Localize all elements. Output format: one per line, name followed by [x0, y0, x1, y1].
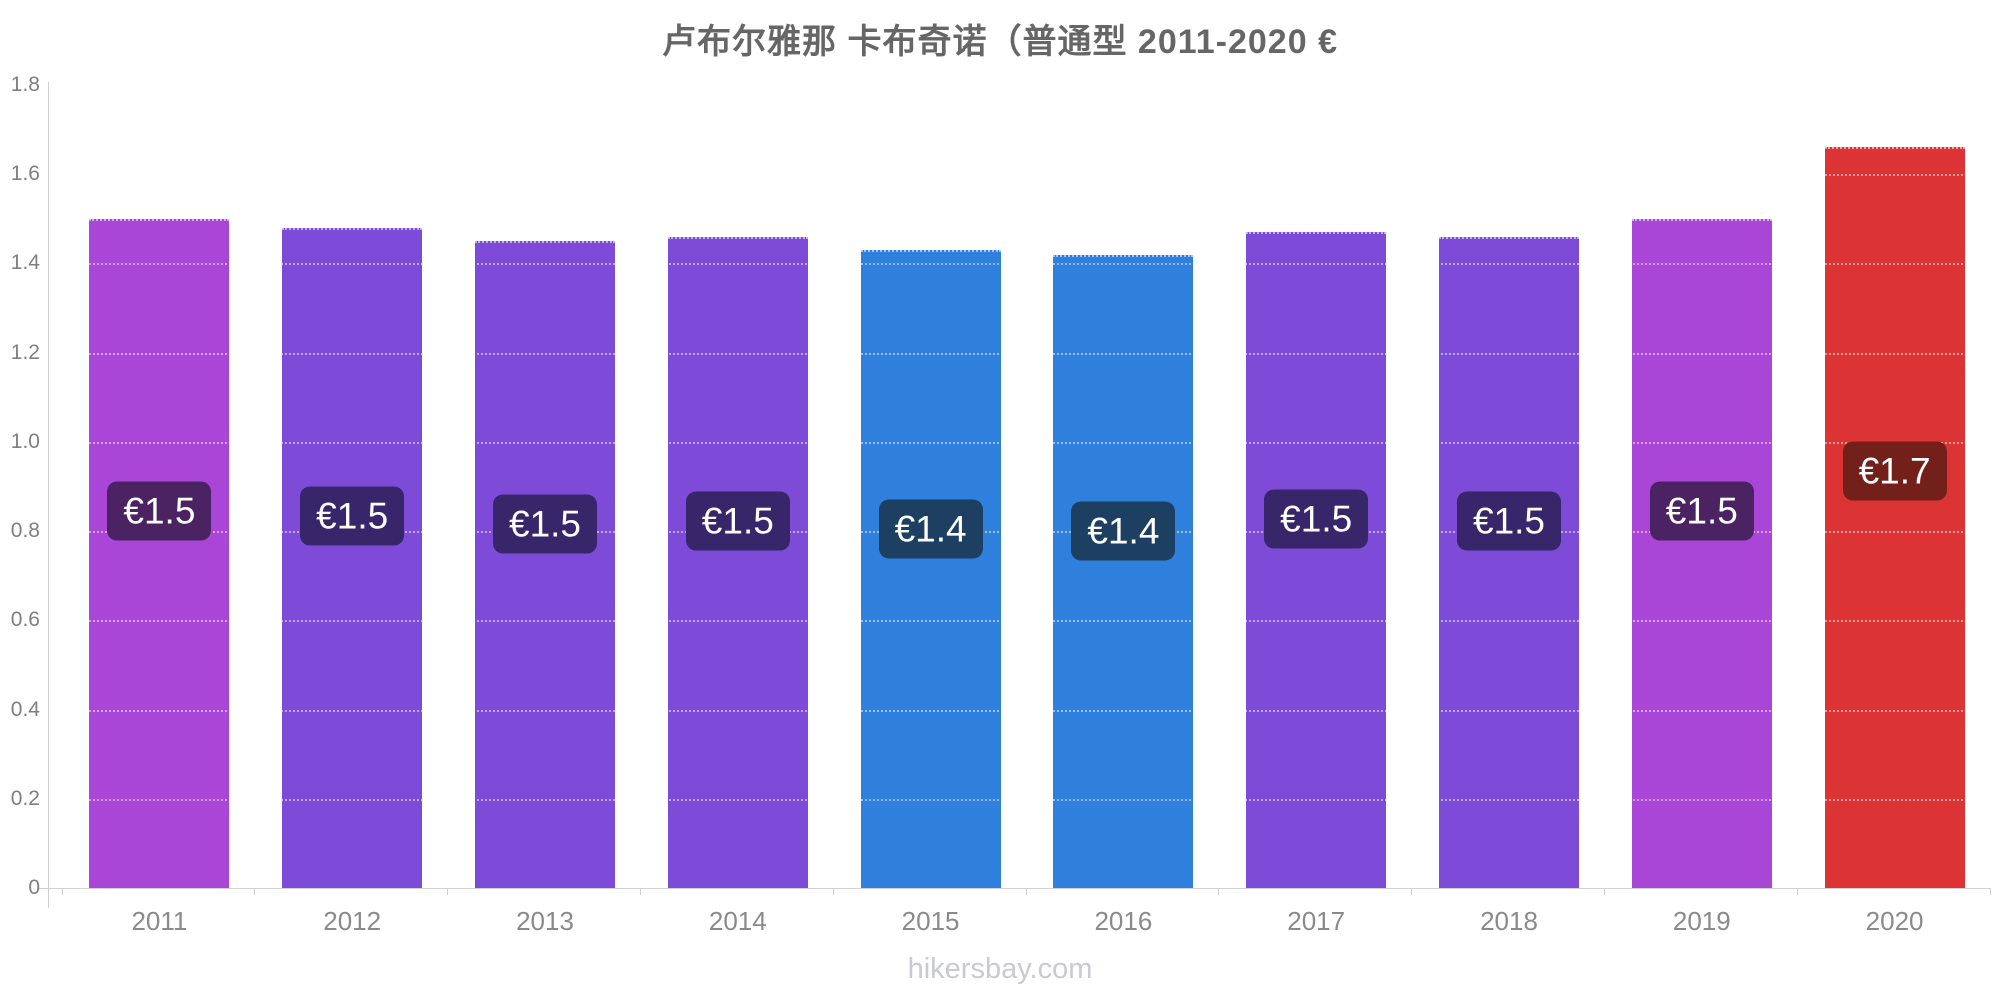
- bar-value-label: €1.5: [492, 494, 598, 554]
- x-axis-label-2017: 2017: [1287, 906, 1346, 936]
- x-axis-label-2014: 2014: [708, 906, 767, 936]
- bar-value-label: €1.4: [878, 499, 983, 559]
- x-axis-label-2016: 2016: [1094, 906, 1153, 936]
- y-tick-label: 0.4: [10, 697, 40, 721]
- y-tick-label: 1.6: [10, 162, 40, 186]
- bar-value-label: €1.5: [1649, 481, 1754, 541]
- chart-title: 卢布尔雅那 卡布奇诺（普通型 2011-2020 €: [662, 23, 1338, 61]
- y-tick-label: 1.4: [10, 251, 40, 275]
- y-tick-label: 0.8: [10, 519, 40, 543]
- bar-2020[interactable]: [1824, 147, 1965, 888]
- bar-value-label: €1.4: [1071, 501, 1176, 561]
- bar-2019[interactable]: [1631, 218, 1772, 888]
- y-tick-label: 0: [28, 876, 40, 899]
- bar-2012[interactable]: [282, 227, 423, 888]
- x-axis-tick: [1218, 888, 1220, 895]
- x-axis-label-2015: 2015: [901, 906, 960, 936]
- gridline: [49, 263, 1991, 266]
- gridline: [49, 620, 1991, 623]
- y-tick-label: 0.2: [10, 786, 40, 810]
- watermark-hikersbay: hikersbay.com: [907, 953, 1093, 985]
- x-axis-label-2013: 2013: [516, 906, 574, 936]
- bar-2018[interactable]: [1439, 236, 1579, 888]
- gridline: [49, 798, 1991, 801]
- x-axis-label-2011: 2011: [131, 906, 188, 936]
- y-axis-zero-tick: [38, 888, 48, 889]
- bar-2017[interactable]: [1246, 232, 1387, 888]
- x-axis-tick: [1411, 888, 1413, 895]
- x-axis-tick: [1989, 888, 1991, 895]
- x-axis-label-2019: 2019: [1672, 906, 1731, 936]
- gridline: [49, 174, 1991, 177]
- y-tick-label: 1.0: [10, 429, 40, 453]
- bar-value-label: €1.5: [1264, 489, 1369, 549]
- gridline: [49, 441, 1991, 444]
- x-axis-tick: [254, 888, 256, 895]
- x-axis-tick: [1025, 888, 1027, 895]
- x-axis-label-2012: 2012: [323, 906, 382, 936]
- x-axis-tick: [1603, 888, 1605, 895]
- bar-value-label: €1.5: [107, 481, 212, 541]
- x-axis-line: [48, 888, 1991, 889]
- x-axis-label-2020: 2020: [1865, 906, 1924, 936]
- bar-value-label: €1.5: [685, 491, 790, 551]
- bar-value-label: €1.5: [300, 486, 405, 546]
- bar-2014[interactable]: [667, 236, 808, 888]
- bar-2015[interactable]: [860, 250, 1001, 888]
- bar-2016[interactable]: [1053, 254, 1194, 888]
- x-axis-tick: [832, 888, 834, 895]
- gridline: [49, 709, 1991, 712]
- y-tick-label: 0.6: [10, 608, 40, 632]
- x-axis-label-2018: 2018: [1480, 906, 1538, 936]
- bar-value-label: €1.7: [1842, 441, 1947, 501]
- x-axis-tick: [447, 888, 449, 895]
- y-tick-label: 1.2: [10, 340, 40, 364]
- x-axis-tick: [639, 888, 641, 895]
- x-axis-tick: [1796, 888, 1798, 895]
- bar-2011[interactable]: [89, 218, 230, 888]
- y-tick-label: 1.8: [10, 73, 40, 96]
- gridline: [49, 531, 1991, 534]
- y-axis-line: [48, 82, 49, 908]
- x-axis-tick: [61, 888, 63, 895]
- gridline: [49, 352, 1991, 355]
- bar-2013[interactable]: [475, 241, 615, 888]
- bar-value-label: €1.5: [1456, 491, 1562, 551]
